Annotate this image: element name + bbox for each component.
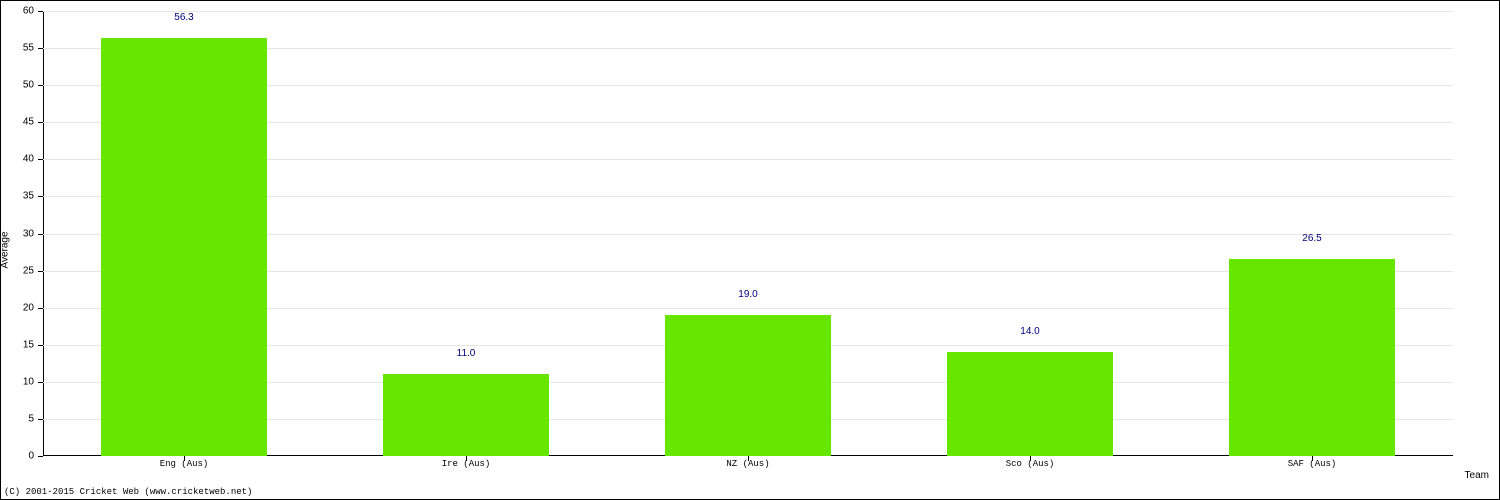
y-tick — [38, 456, 43, 457]
chart-container: Average Team 56.3Eng (Aus)11.0Ire (Aus)1… — [0, 0, 1500, 500]
y-tick-label: 30 — [23, 228, 34, 239]
bar-value-label: 26.5 — [1302, 233, 1321, 244]
y-tick — [38, 419, 43, 420]
x-axis-label: Team — [1465, 470, 1489, 481]
y-tick-label: 20 — [23, 302, 34, 313]
y-tick — [38, 196, 43, 197]
bar — [101, 38, 267, 456]
y-tick — [38, 48, 43, 49]
grid-line — [43, 11, 1453, 12]
y-tick-label: 60 — [23, 6, 34, 17]
bar-value-label: 11.0 — [457, 348, 476, 359]
x-tick-label: NZ (Aus) — [726, 459, 769, 469]
y-tick-label: 50 — [23, 80, 34, 91]
y-tick-label: 55 — [23, 43, 34, 54]
bar — [665, 315, 831, 456]
bar-value-label: 56.3 — [174, 12, 193, 23]
bar — [1229, 259, 1395, 456]
x-tick-label: SAF (Aus) — [1288, 459, 1337, 469]
y-tick — [38, 271, 43, 272]
bar — [947, 352, 1113, 456]
y-tick-label: 40 — [23, 154, 34, 165]
y-tick-label: 15 — [23, 339, 34, 350]
y-tick — [38, 382, 43, 383]
plot-area: 56.3Eng (Aus)11.0Ire (Aus)19.0NZ (Aus)14… — [43, 11, 1453, 456]
y-tick — [38, 345, 43, 346]
y-tick — [38, 159, 43, 160]
bar-value-label: 19.0 — [738, 289, 757, 300]
copyright-text: (C) 2001-2015 Cricket Web (www.cricketwe… — [4, 487, 252, 497]
y-tick — [38, 308, 43, 309]
y-tick — [38, 11, 43, 12]
x-tick-label: Ire (Aus) — [442, 459, 491, 469]
y-axis-label: Average — [0, 231, 11, 268]
y-tick-label: 25 — [23, 265, 34, 276]
x-tick-label: Sco (Aus) — [1006, 459, 1055, 469]
x-tick-label: Eng (Aus) — [160, 459, 209, 469]
y-tick — [38, 122, 43, 123]
y-tick-label: 5 — [28, 413, 34, 424]
y-tick-label: 10 — [23, 376, 34, 387]
y-tick — [38, 234, 43, 235]
y-tick — [38, 85, 43, 86]
y-tick-label: 35 — [23, 191, 34, 202]
y-tick-label: 45 — [23, 117, 34, 128]
bar-value-label: 14.0 — [1020, 326, 1039, 337]
y-tick-label: 0 — [28, 451, 34, 462]
bar — [383, 374, 549, 456]
